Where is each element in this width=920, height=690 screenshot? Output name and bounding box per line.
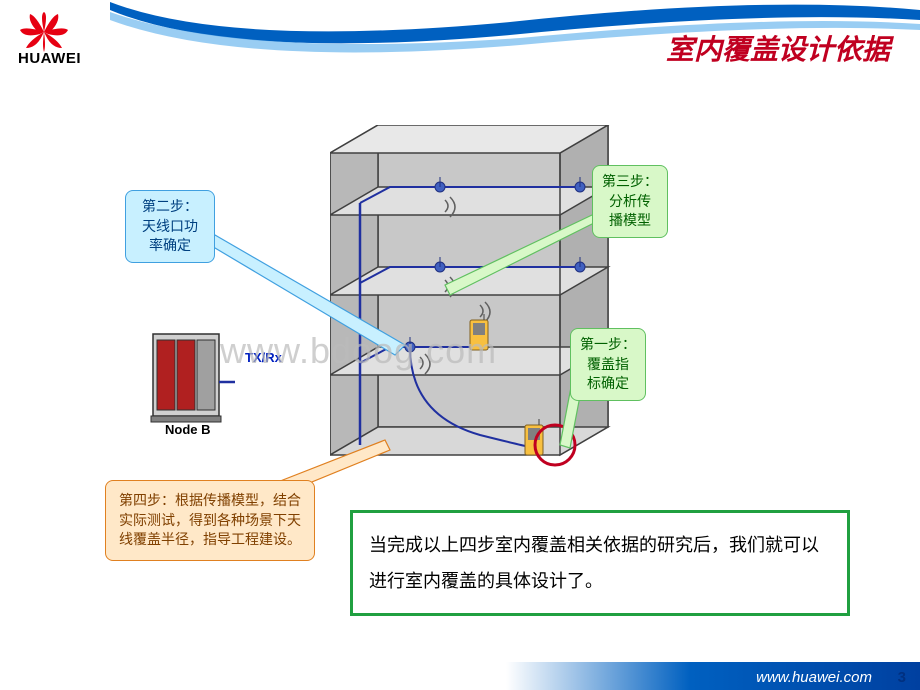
footer-url: www.huawei.com [756,669,872,686]
conclusion-text: 当完成以上四步室内覆盖相关依据的研究后，我们就可以进行室内覆盖的具体设计了。 [369,535,819,591]
header: HUAWEI 室内覆盖设计依据 [0,0,920,70]
callout-text: 第三步： 分析传 播模型 [602,173,658,228]
callout-text: 第二步： 天线口功 率确定 [142,198,198,253]
callout-step4: 第四步：根据传播模型，结合实际测试，得到各种场景下天线覆盖半径，指导工程建设。 [105,480,315,561]
footer-bar: www.huawei.com 3 [0,662,920,690]
huawei-flower-icon [18,12,70,52]
page-number: 3 [898,669,906,686]
slide-title: 室内覆盖设计依据 [666,28,890,68]
callout-step1: 第一步： 覆盖指 标确定 [570,328,646,401]
callout-text: 第四步：根据传播模型，结合实际测试，得到各种场景下天线覆盖半径，指导工程建设。 [119,492,301,547]
callout-step3: 第三步： 分析传 播模型 [592,165,668,238]
diagram-canvas: Node B TX/Rx 第二步： 天线口功 率确定 第三步： 分析传 播模型 … [0,70,920,630]
huawei-logo: HUAWEI [18,12,81,67]
conclusion-box: 当完成以上四步室内覆盖相关依据的研究后，我们就可以进行室内覆盖的具体设计了。 [350,510,850,616]
callout-step2: 第二步： 天线口功 率确定 [125,190,215,263]
huawei-wordmark: HUAWEI [18,50,81,67]
callout-text: 第一步： 覆盖指 标确定 [580,336,636,391]
